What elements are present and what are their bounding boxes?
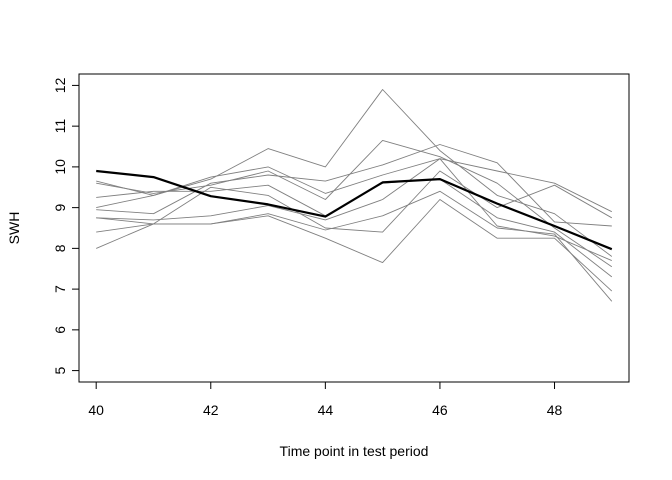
y-tick-label: 7 <box>52 285 68 293</box>
series-line <box>96 139 613 268</box>
y-tick-label: 9 <box>52 204 68 212</box>
x-tick-label: 48 <box>547 402 563 418</box>
x-axis: 40 42 44 46 48 <box>88 381 563 418</box>
series-line <box>96 199 613 292</box>
x-tick-label: 44 <box>318 402 334 418</box>
y-tick-label: 5 <box>52 366 68 374</box>
series-layer <box>96 89 613 302</box>
x-tick-label: 40 <box>88 402 104 418</box>
series-line <box>96 144 612 227</box>
y-axis-title: SWH <box>6 212 22 245</box>
x-tick-label: 46 <box>432 402 448 418</box>
y-axis: 5 6 7 8 9 10 11 12 <box>52 77 80 374</box>
y-tick-label: 8 <box>52 244 68 252</box>
x-axis-title: Time point in test period <box>280 443 429 459</box>
series-line <box>96 190 613 302</box>
y-tick-label: 12 <box>52 77 68 93</box>
series-line <box>96 158 612 262</box>
y-tick-label: 11 <box>52 119 68 134</box>
x-tick-label: 42 <box>203 402 219 418</box>
series-line <box>96 158 613 213</box>
plot-frame <box>78 73 630 383</box>
series-line-highlighted <box>96 169 613 251</box>
series-line <box>96 178 613 278</box>
y-tick-label: 10 <box>52 159 68 175</box>
series-line <box>96 170 613 249</box>
y-tick-label: 6 <box>52 326 68 334</box>
